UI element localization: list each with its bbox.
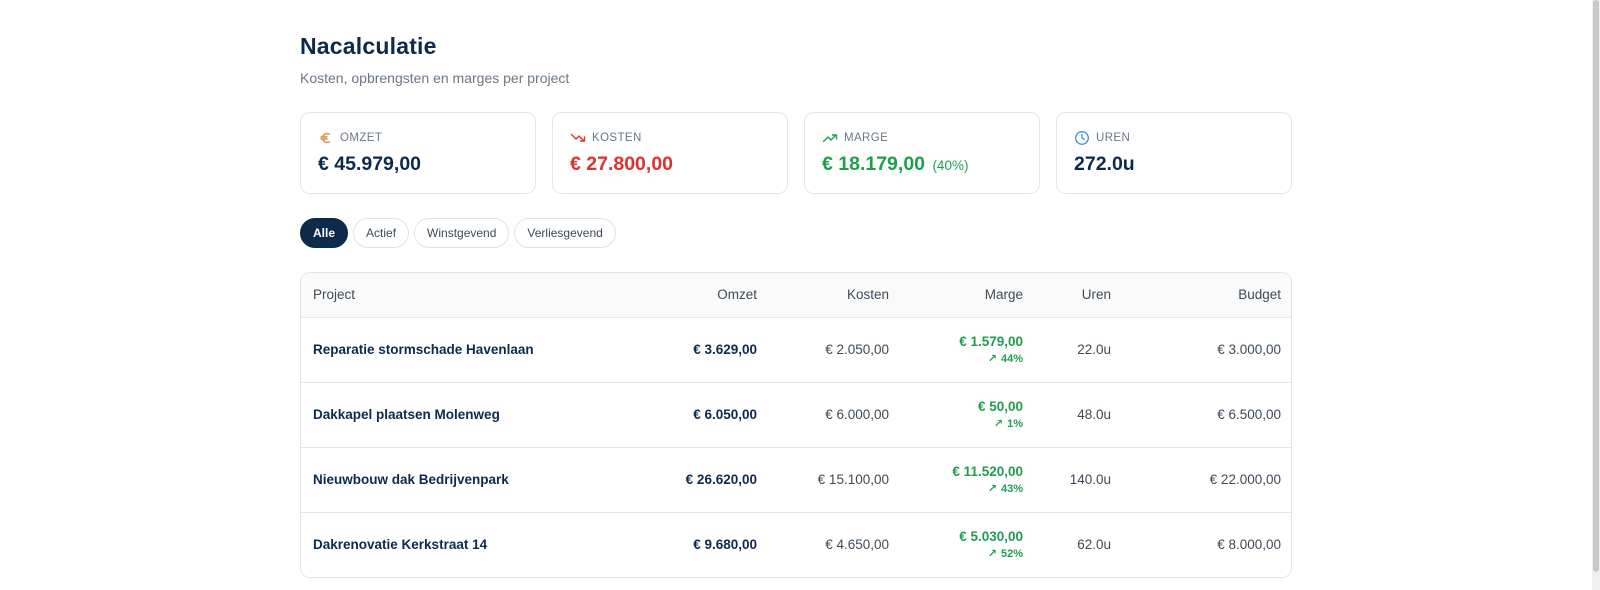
summary-card-kosten: KOSTEN € 27.800,00 — [552, 112, 788, 194]
cell-project: Reparatie stormschade Havenlaan — [313, 342, 534, 357]
summary-value-kosten: € 27.800,00 — [570, 153, 674, 175]
cell-kosten: € 4.650,00 — [769, 511, 901, 577]
marge-pct-value: 1% — [1007, 417, 1023, 430]
header-marge[interactable]: Marge — [901, 273, 1035, 318]
summary-label-omzet: OMZET — [340, 132, 383, 144]
marge-percentage: ↗ 44% — [913, 351, 1023, 367]
cell-uren: 140.0u — [1035, 446, 1123, 512]
cell-marge: € 11.520,00 ↗ 43% — [901, 446, 1035, 512]
marge-pct-value: 52% — [1000, 547, 1023, 560]
summary-value-marge: € 18.179,00 (40%) — [822, 153, 968, 176]
table-header-row: Project Omzet Kosten Marge Uren Budget — [301, 273, 1291, 318]
cell-kosten: € 15.100,00 — [769, 446, 901, 512]
cell-omzet: € 26.620,00 — [647, 446, 769, 512]
cell-marge: € 1.579,00 ↗ 44% — [901, 317, 1035, 382]
summary-card-uren: UREN 272.0u — [1056, 112, 1292, 194]
scrollbar-thumb[interactable] — [1593, 0, 1599, 572]
summary-marge-amount: € 18.179,00 — [822, 153, 926, 175]
page-title: Nacalculatie — [300, 33, 437, 59]
header-project[interactable]: Project — [301, 273, 647, 318]
marge-pct-value: 44% — [1000, 352, 1023, 365]
filter-chips: Alle Actief Winstgevend Verliesgevend — [300, 218, 621, 248]
trending-down-icon — [570, 130, 586, 146]
trending-up-icon — [822, 130, 838, 146]
marge-amount: € 50,00 — [977, 398, 1023, 414]
arrow-up-right-icon: ↗ — [987, 352, 997, 365]
marge-amount: € 11.520,00 — [952, 463, 1023, 479]
table-row[interactable]: Dakrenovatie Kerkstraat 14 € 9.680,00 € … — [301, 511, 1291, 577]
cell-project: Dakkapel plaatsen Molenweg — [301, 381, 647, 447]
header-uren[interactable]: Uren — [1035, 273, 1123, 318]
table-row[interactable]: Dakkapel plaatsen Molenweg € 6.050,00 € … — [301, 381, 1291, 447]
cell-uren: 62.0u — [1035, 511, 1123, 577]
marge-percentage: ↗ 43% — [913, 481, 1023, 497]
cell-marge: € 50,00 ↗ 1% — [901, 381, 1035, 447]
cell-omzet: € 9.680,00 — [647, 511, 769, 577]
cell-uren: 22.0u — [1077, 342, 1111, 357]
cell-budget: € 6.500,00 — [1123, 381, 1291, 447]
header-kosten[interactable]: Kosten — [769, 273, 901, 318]
clock-icon — [1074, 130, 1090, 146]
summary-marge-pct: (40%) — [932, 158, 969, 173]
table-row[interactable]: Nieuwbouw dak Bedrijvenpark € 26.620,00 … — [301, 446, 1291, 512]
cell-budget: € 22.000,00 — [1123, 446, 1291, 512]
table-row[interactable]: Reparatie stormschade Havenlaan € 3.629,… — [301, 317, 1291, 382]
marge-percentage: ↗ 1% — [913, 416, 1023, 432]
arrow-up-right-icon: ↗ — [987, 482, 997, 495]
cell-budget: € 8.000,00 — [1123, 511, 1291, 577]
cell-uren: 48.0u — [1035, 381, 1123, 447]
marge-amount: € 5.030,00 — [959, 528, 1023, 544]
summary-label-uren: UREN — [1096, 132, 1131, 144]
arrow-up-right-icon: ↗ — [993, 417, 1004, 430]
projects-table: Project Omzet Kosten Marge Uren Budget R… — [300, 272, 1292, 578]
page-subtitle: Kosten, opbrengsten en marges per projec… — [300, 70, 570, 86]
header-budget[interactable]: Budget — [1123, 273, 1291, 318]
cell-marge: € 5.030,00 ↗ 52% — [901, 511, 1035, 577]
filter-verliesgevend[interactable]: Verliesgevend — [514, 218, 616, 248]
cell-project: Nieuwbouw dak Bedrijvenpark — [301, 446, 647, 512]
euro-icon — [318, 130, 334, 146]
cell-kosten: € 6.000,00 — [769, 381, 901, 447]
summary-label-kosten: KOSTEN — [592, 132, 642, 144]
cell-project: Dakrenovatie Kerkstraat 14 — [301, 511, 647, 577]
marge-amount: € 1.579,00 — [959, 333, 1023, 349]
cell-kosten: € 2.050,00 — [825, 342, 889, 357]
cell-omzet: € 6.050,00 — [647, 381, 769, 447]
summary-value-omzet: € 45.979,00 — [318, 153, 422, 175]
filter-actief[interactable]: Actief — [353, 218, 410, 248]
summary-label-marge: MARGE — [844, 132, 889, 144]
cell-omzet: € 3.629,00 — [693, 342, 757, 357]
marge-pct-value: 43% — [1000, 482, 1023, 495]
summary-cards: OMZET € 45.979,00 KOSTEN € 27.800,00 MAR… — [300, 112, 1292, 194]
header-omzet[interactable]: Omzet — [647, 273, 769, 318]
scrollbar[interactable] — [1592, 0, 1600, 590]
summary-value-uren: 272.0u — [1074, 153, 1135, 175]
arrow-up-right-icon: ↗ — [987, 547, 997, 560]
marge-percentage: ↗ 52% — [913, 546, 1023, 562]
summary-card-omzet: OMZET € 45.979,00 — [300, 112, 536, 194]
cell-budget: € 3.000,00 — [1217, 342, 1281, 357]
filter-alle[interactable]: Alle — [300, 218, 349, 248]
filter-winstgevend[interactable]: Winstgevend — [414, 218, 510, 248]
summary-card-marge: MARGE € 18.179,00 (40%) — [804, 112, 1040, 194]
